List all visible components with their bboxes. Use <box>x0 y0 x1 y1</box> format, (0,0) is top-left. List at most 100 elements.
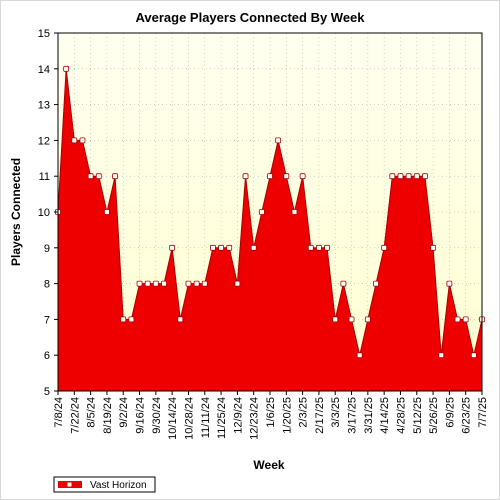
data-point <box>112 173 118 180</box>
area-fill <box>58 68 482 392</box>
data-point <box>381 244 388 251</box>
data-point <box>430 244 436 251</box>
x-tick-label: 1/20/25 <box>281 397 293 434</box>
data-point <box>226 244 233 251</box>
y-tick-label: 8 <box>44 279 50 291</box>
data-point <box>152 280 159 287</box>
data-point <box>470 352 477 359</box>
data-point <box>104 209 110 215</box>
legend-box <box>53 476 156 493</box>
x-tick-label: 2/17/25 <box>314 397 326 434</box>
y-tick-label: 9 <box>44 243 50 255</box>
data-point <box>177 316 184 323</box>
series-markers <box>55 65 485 359</box>
data-point <box>242 173 249 180</box>
data-point <box>210 244 216 251</box>
x-tick-label: 5/12/25 <box>412 397 424 434</box>
y-axis-label: Players Connected <box>9 158 23 266</box>
x-tick-label: 3/3/25 <box>330 397 342 428</box>
data-point <box>201 280 208 287</box>
y-tick-label: 7 <box>44 314 50 326</box>
y-tick-label: 10 <box>38 207 50 219</box>
x-tick-label: 4/28/25 <box>395 397 407 434</box>
x-tick-label: 8/19/24 <box>102 397 114 434</box>
data-point <box>218 244 224 251</box>
data-point <box>462 316 469 323</box>
data-point <box>340 280 347 287</box>
data-point <box>250 244 257 251</box>
x-tick-label: 7/8/24 <box>53 397 65 428</box>
x-tick-label: 3/17/25 <box>347 397 359 434</box>
x-tick-label: 8/5/24 <box>86 397 98 428</box>
data-point <box>438 352 445 359</box>
x-tick-label: 1/6/25 <box>265 397 277 428</box>
x-tick-label: 6/9/25 <box>444 397 456 428</box>
x-tick-label: 7/22/24 <box>69 397 81 434</box>
x-tick-label: 4/14/25 <box>379 397 391 434</box>
y-axis-ticks: 5 6 7 8 9 10 11 12 13 14 15 <box>38 28 58 398</box>
data-point <box>356 352 363 359</box>
x-axis-ticks: 7/8/24 7/22/24 8/5/24 8/19/24 9/2/24 9/16/24 9… <box>53 391 489 440</box>
y-tick-label: 11 <box>39 171 50 183</box>
data-point <box>364 316 371 323</box>
data-point <box>283 173 290 180</box>
data-point <box>193 280 200 287</box>
data-point <box>63 65 70 72</box>
data-point <box>373 280 379 287</box>
x-tick-label: 11/11/24 <box>200 397 212 438</box>
y-tick-label: 6 <box>44 350 50 362</box>
x-tick-label: 5/26/25 <box>428 397 440 434</box>
data-point <box>299 173 306 180</box>
data-point <box>291 209 298 215</box>
data-point <box>79 137 86 144</box>
data-point <box>71 137 78 144</box>
data-point <box>389 173 396 180</box>
data-point <box>161 280 167 287</box>
x-tick-label: 9/16/24 <box>135 397 147 434</box>
x-tick-label: 10/14/24 <box>167 397 179 440</box>
data-point <box>454 316 461 323</box>
chart-title: Average Players Connected By Week <box>135 10 365 25</box>
data-point <box>332 316 339 323</box>
data-point <box>144 280 151 287</box>
data-point <box>275 137 282 144</box>
data-point <box>316 244 322 251</box>
data-point <box>405 173 412 180</box>
data-point <box>234 280 241 287</box>
y-tick-label: 5 <box>44 386 50 398</box>
x-tick-label: 10/28/24 <box>183 397 195 440</box>
data-point <box>95 173 102 180</box>
x-tick-label: 9/2/24 <box>118 397 130 428</box>
legend-marker <box>66 481 73 488</box>
x-tick-label: 2/3/25 <box>298 397 310 428</box>
data-point <box>87 173 94 180</box>
data-point <box>120 316 127 323</box>
data-point <box>136 280 143 287</box>
x-tick-label: 3/31/25 <box>363 397 375 434</box>
x-tick-label: 12/9/24 <box>232 397 244 434</box>
data-point <box>185 280 192 287</box>
data-point <box>348 316 355 323</box>
legend: Vast Horizon <box>53 476 156 493</box>
data-point <box>422 173 428 180</box>
y-tick-label: 14 <box>38 64 50 76</box>
legend-label: Vast Horizon <box>90 480 147 491</box>
data-point <box>169 244 176 251</box>
x-tick-label: 12/23/24 <box>249 397 261 440</box>
data-point <box>307 244 314 251</box>
data-point <box>413 173 420 180</box>
y-tick-label: 12 <box>38 135 50 147</box>
y-tick-label: 15 <box>38 28 50 40</box>
x-tick-label: 11/25/24 <box>216 397 228 439</box>
data-point <box>267 173 273 180</box>
x-tick-label: 7/7/25 <box>477 397 489 428</box>
data-point <box>446 280 453 287</box>
data-point <box>397 173 404 180</box>
data-point <box>324 244 330 251</box>
data-point <box>128 316 135 323</box>
x-axis-label: Week <box>253 458 284 472</box>
x-tick-label: 6/23/25 <box>461 397 473 434</box>
x-tick-label: 9/30/24 <box>151 397 163 434</box>
y-tick-label: 13 <box>38 100 50 112</box>
